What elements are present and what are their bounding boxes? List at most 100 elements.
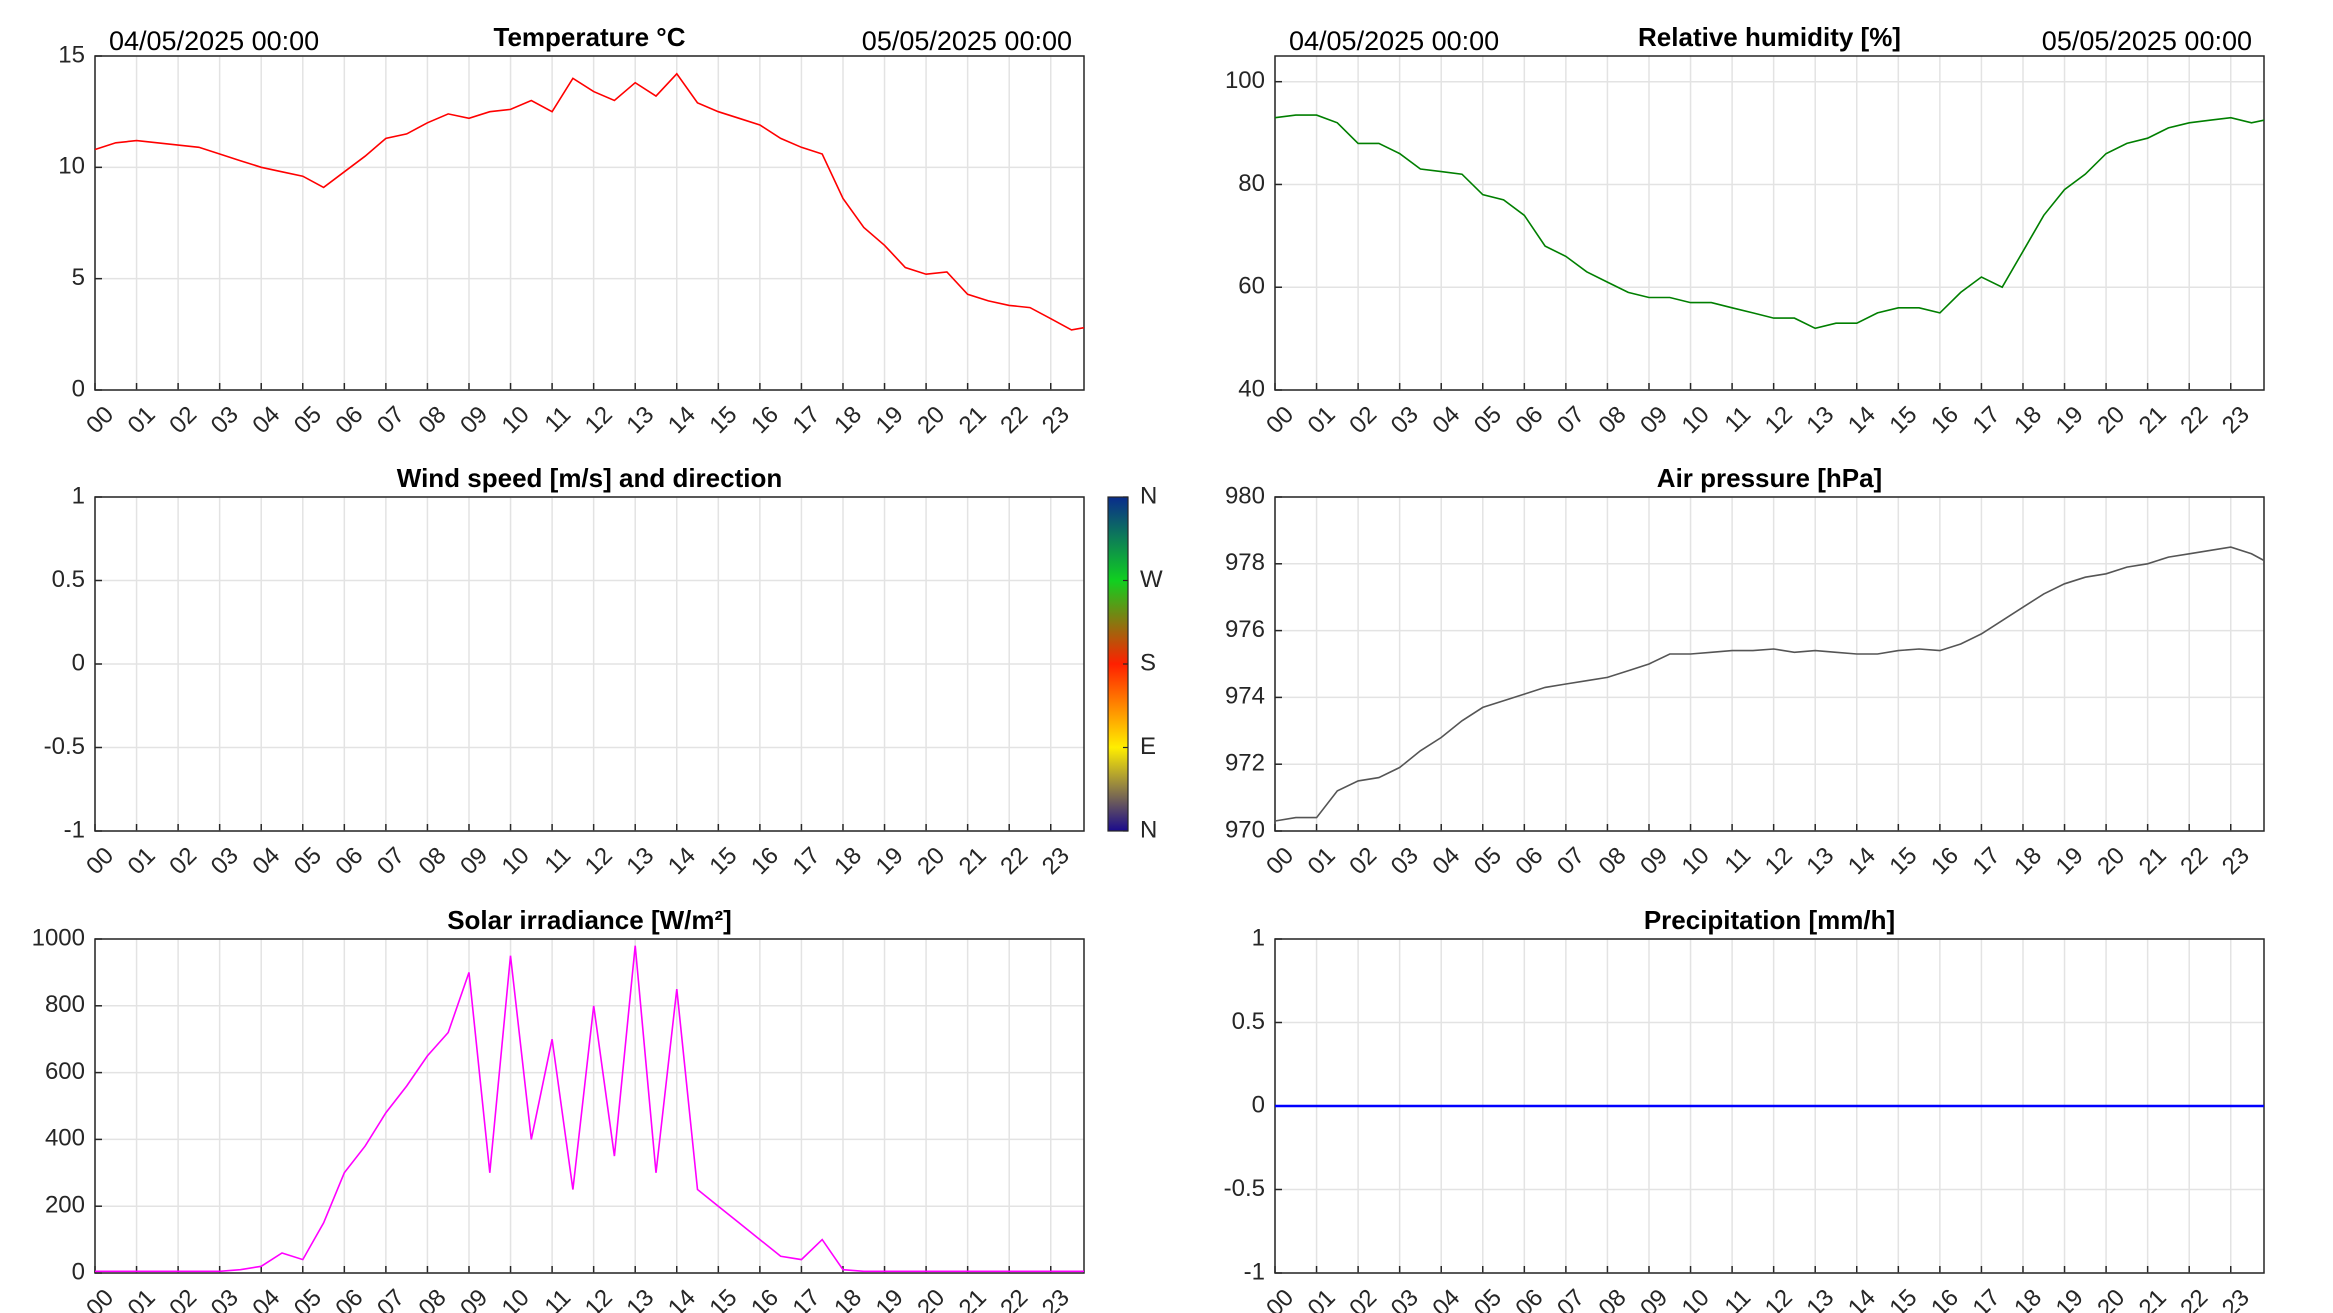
x-tick-label: 21: [954, 1284, 992, 1313]
x-tick-label: 08: [414, 401, 452, 439]
chart-title: Wind speed [m/s] and direction: [397, 463, 782, 493]
x-tick-label: 03: [206, 401, 244, 439]
x-tick-label: 02: [164, 842, 202, 880]
data-line: [94, 72, 1085, 331]
x-tick-label: 14: [663, 401, 701, 439]
x-tick-label: 19: [871, 1284, 909, 1313]
x-tick-label: 03: [206, 842, 244, 880]
x-tick-label: 10: [1677, 842, 1715, 880]
x-tick-label: 03: [1386, 401, 1424, 439]
y-tick-label: 15: [58, 41, 85, 68]
x-tick-label: 13: [621, 1284, 659, 1313]
x-tick-label: 18: [829, 842, 867, 880]
x-tick-label: 08: [1594, 401, 1632, 439]
y-tick-label: 0.5: [52, 566, 85, 593]
x-tick-label: 09: [455, 401, 493, 439]
x-tick-label: 02: [164, 401, 202, 439]
data-line: [1274, 546, 2265, 822]
y-tick-label: 60: [1238, 273, 1265, 300]
y-tick-label: 80: [1238, 170, 1265, 197]
x-tick-label: 22: [995, 401, 1033, 439]
x-tick-label: 10: [497, 842, 535, 880]
x-tick-label: 15: [704, 842, 742, 880]
chart-title: Temperature °C: [494, 22, 686, 52]
x-tick-label: 11: [1720, 1284, 1757, 1313]
y-tick-label: 40: [1238, 375, 1265, 402]
x-tick-label: 15: [1884, 842, 1922, 880]
x-tick-label: 15: [1884, 1284, 1922, 1313]
y-tick-label: -0.5: [44, 733, 85, 760]
x-tick-label: 00: [1261, 401, 1299, 439]
x-tick-label: 15: [1884, 401, 1922, 439]
x-tick-label: 03: [1386, 1284, 1424, 1313]
y-tick-label: 100: [1225, 67, 1265, 94]
x-tick-label: 08: [1594, 842, 1632, 880]
x-tick-label: 23: [1037, 401, 1075, 439]
x-tick-label: 11: [540, 1284, 577, 1313]
y-tick-label: 0.5: [1232, 1008, 1265, 1035]
x-tick-label: 09: [1635, 842, 1673, 880]
plot-area: [95, 56, 1084, 390]
x-tick-label: 19: [2051, 401, 2089, 439]
x-tick-label: 01: [123, 401, 161, 439]
x-tick-label: 15: [704, 401, 742, 439]
colorbar-label: N: [1140, 482, 1157, 509]
plot-area: [1275, 497, 2264, 831]
x-tick-label: 02: [1344, 1284, 1382, 1313]
x-tick-label: 06: [1510, 1284, 1548, 1313]
x-tick-label: 14: [1843, 842, 1881, 880]
x-tick-label: 15: [704, 1284, 742, 1313]
plot-area: [95, 939, 1084, 1273]
x-tick-label: 11: [540, 401, 577, 438]
x-tick-label: 02: [1344, 401, 1382, 439]
x-tick-label: 01: [1303, 1284, 1341, 1313]
x-tick-label: 10: [497, 1284, 535, 1313]
x-tick-label: 04: [1427, 842, 1465, 880]
x-tick-label: 03: [1386, 842, 1424, 880]
x-tick-label: 20: [2092, 401, 2130, 439]
y-tick-label: 200: [45, 1192, 85, 1219]
x-tick-label: 07: [1552, 401, 1590, 439]
x-tick-label: 00: [81, 401, 119, 439]
x-tick-label: 06: [330, 1284, 368, 1313]
x-tick-label: 18: [2009, 1284, 2047, 1313]
x-tick-label: 18: [829, 401, 867, 439]
x-tick-label: 12: [580, 401, 618, 439]
x-tick-label: 23: [2217, 1284, 2255, 1313]
x-tick-label: 01: [123, 842, 161, 880]
x-tick-label: 17: [788, 1284, 826, 1313]
x-tick-label: 16: [746, 1284, 784, 1313]
x-tick-label: 23: [1037, 842, 1075, 880]
x-tick-label: 07: [1552, 1284, 1590, 1313]
x-tick-label: 20: [912, 401, 950, 439]
plot-frame: [1274, 55, 2265, 391]
x-tick-label: 19: [871, 401, 909, 439]
x-tick-label: 19: [2051, 842, 2089, 880]
y-tick-label: 976: [1225, 616, 1265, 643]
colorbar-label: N: [1140, 816, 1157, 843]
y-tick-label: 0: [72, 1258, 85, 1285]
x-tick-label: 12: [1760, 401, 1798, 439]
x-tick-label: 12: [1760, 842, 1798, 880]
x-tick-label: 07: [372, 842, 410, 880]
y-tick-label: 10: [58, 153, 85, 180]
y-tick-label: -0.5: [1224, 1175, 1265, 1202]
x-tick-label: 05: [1469, 842, 1507, 880]
x-tick-label: 06: [330, 842, 368, 880]
y-tick-label: 800: [45, 991, 85, 1018]
y-tick-label: 5: [72, 264, 85, 291]
x-tick-label: 16: [1926, 401, 1964, 439]
x-tick-label: 18: [2009, 401, 2047, 439]
y-tick-label: 0: [1252, 1091, 1265, 1118]
y-tick-label: 978: [1225, 549, 1265, 576]
x-tick-label: 00: [1261, 842, 1299, 880]
x-tick-label: 05: [289, 1284, 327, 1313]
x-tick-label: 14: [663, 842, 701, 880]
y-tick-label: 600: [45, 1058, 85, 1085]
y-tick-label: 0: [72, 649, 85, 676]
x-tick-label: 22: [995, 842, 1033, 880]
colorbar-label: E: [1140, 733, 1156, 760]
x-tick-label: 17: [788, 842, 826, 880]
x-tick-label: 05: [289, 401, 327, 439]
x-tick-label: 02: [164, 1284, 202, 1313]
